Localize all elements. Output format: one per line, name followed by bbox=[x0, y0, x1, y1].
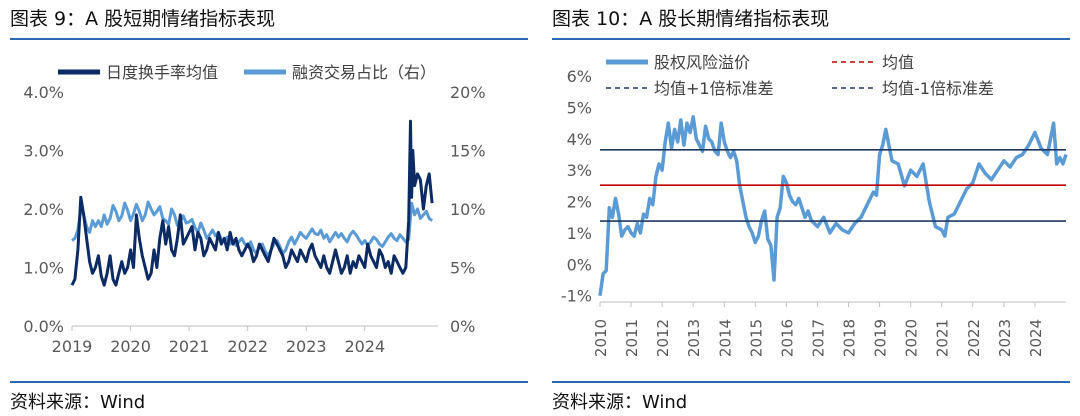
y-tick-label: 1% bbox=[567, 224, 592, 243]
y-right-tick-label: 15% bbox=[450, 142, 486, 161]
x-tick-label: 2011 bbox=[623, 319, 641, 357]
x-tick-label: 2012 bbox=[654, 319, 672, 357]
y-left-tick-label: 1.0% bbox=[23, 259, 64, 278]
x-tick-label: 2021 bbox=[934, 319, 952, 357]
chart-turnover-margin: 0.0% 1.0% 2.0% 3.0% 4.0% 0% 5% 10% 15% 20% 2019 202… bbox=[23, 63, 486, 356]
x-tick-label: 2016 bbox=[778, 319, 796, 357]
y-tick-label: 3% bbox=[567, 161, 592, 180]
y-right-tick-label: 20% bbox=[450, 83, 486, 102]
title-divider bbox=[10, 38, 528, 40]
x-tick-label: 2020 bbox=[903, 319, 921, 357]
x-tick-label: 2017 bbox=[809, 319, 827, 357]
y-left-tick-label: 3.0% bbox=[23, 142, 64, 161]
x-tick-label: 2023 bbox=[996, 319, 1014, 357]
y-tick-label: 0% bbox=[567, 255, 592, 274]
x-tick-label: 2013 bbox=[685, 319, 703, 357]
series-line-margin-ratio bbox=[71, 200, 434, 258]
legend-label-turnover: 日度换手率均值 bbox=[106, 63, 218, 82]
legend-label-mean-minus-1sd: 均值-1倍标准差 bbox=[882, 79, 994, 98]
x-tick-label: 2019 bbox=[872, 319, 890, 357]
x-tick-label: 2022 bbox=[965, 319, 983, 357]
x-tick-label: 2020 bbox=[110, 337, 151, 356]
y-tick-label: 4% bbox=[567, 130, 592, 149]
legend-label-mean-plus-1sd: 均值+1倍标准差 bbox=[654, 79, 774, 98]
x-tick-label: 2015 bbox=[747, 319, 765, 357]
y-left-tick-label: 4.0% bbox=[23, 83, 64, 102]
x-tick-label: 2024 bbox=[1027, 319, 1045, 357]
legend-label-premium: 股权风险溢价 bbox=[654, 53, 750, 72]
source-note: 资料来源：Wind bbox=[552, 392, 688, 413]
x-tick-label: 2019 bbox=[52, 337, 93, 356]
chart-title: 图表 10：A 股长期情绪指标表现 bbox=[552, 8, 830, 30]
y-left-tick-label: 0.0% bbox=[23, 317, 64, 336]
x-tick-label: 2018 bbox=[841, 319, 859, 357]
y-tick-label: -1% bbox=[561, 287, 592, 306]
chart-panel-turnover: 图表 9：A 股短期情绪指标表现 0.0% 1.0% 2.0% 3.0% 4.0% 0% 5… bbox=[10, 0, 538, 416]
source-divider bbox=[10, 381, 528, 383]
x-tick-label: 2022 bbox=[227, 337, 268, 356]
x-tick-label: 2014 bbox=[716, 319, 734, 357]
y-right-tick-label: 10% bbox=[450, 200, 486, 219]
series-line-turnover bbox=[70, 119, 434, 287]
y-tick-label: 6% bbox=[567, 67, 592, 86]
source-note: 资料来源：Wind bbox=[10, 392, 146, 413]
chart-title: 图表 9：A 股短期情绪指标表现 bbox=[10, 8, 276, 30]
series-line-equity-risk-premium bbox=[598, 115, 1068, 296]
source-divider bbox=[552, 381, 1070, 383]
title-divider bbox=[552, 38, 1070, 40]
legend-label-margin: 融资交易占比（右） bbox=[292, 63, 436, 82]
y-tick-label: 2% bbox=[567, 193, 592, 212]
x-tick-label: 2010 bbox=[592, 319, 610, 357]
y-left-tick-label: 2.0% bbox=[23, 200, 64, 219]
x-tick-label: 2024 bbox=[344, 337, 385, 356]
x-tick-label: 2021 bbox=[169, 337, 210, 356]
y-right-tick-label: 5% bbox=[450, 259, 475, 278]
y-right-tick-label: 0% bbox=[450, 317, 475, 336]
chart-panel-erp: 图表 10：A 股长期情绪指标表现 -1% 0% 1% 2% 3% 4% 5% 6% 2010 2… bbox=[552, 0, 1080, 416]
y-tick-label: 5% bbox=[567, 98, 592, 117]
legend-label-mean: 均值 bbox=[882, 53, 914, 72]
chart-equity-risk-premium: -1% 0% 1% 2% 3% 4% 5% 6% 2010 2011 2012 2013 2014 201… bbox=[561, 53, 1068, 357]
x-tick-label: 2023 bbox=[286, 337, 327, 356]
